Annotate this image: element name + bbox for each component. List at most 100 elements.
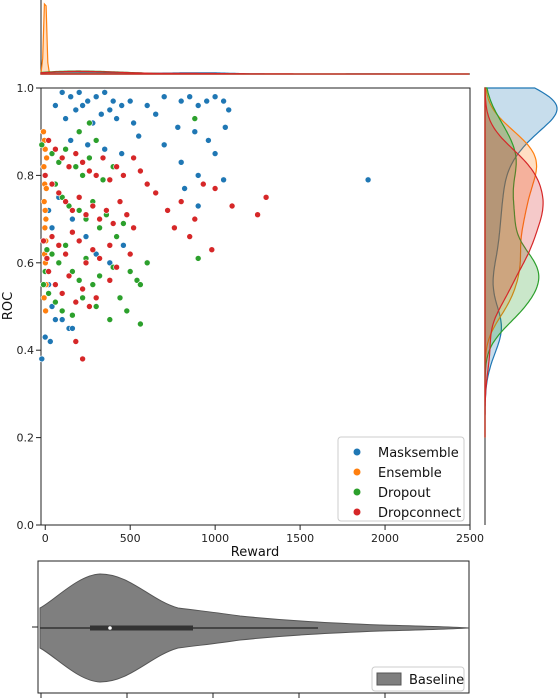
point-masksemble — [160, 93, 168, 100]
y-tick-label: 0.2 — [17, 432, 35, 445]
x-tick-label: 1000 — [201, 532, 229, 545]
point-dropout — [38, 141, 46, 149]
point-dropout — [120, 220, 127, 227]
point-dropconnect — [86, 167, 93, 175]
point-dropout — [137, 281, 144, 288]
point-dropout — [62, 242, 69, 249]
top-density-dropconnect — [40, 70, 470, 75]
point-dropout — [106, 316, 114, 323]
point-dropconnect — [69, 207, 76, 214]
point-dropout — [92, 303, 100, 310]
point-masksemble — [211, 93, 219, 100]
legend-marker-dropout — [353, 488, 361, 496]
point-masksemble — [48, 224, 56, 232]
point-ensemble — [42, 185, 50, 192]
point-masksemble — [225, 106, 232, 114]
point-masksemble — [118, 102, 125, 109]
point-dropconnect — [79, 159, 86, 166]
point-dropconnect — [58, 154, 66, 162]
y-tick-label: 0.8 — [17, 169, 35, 182]
point-masksemble — [92, 250, 100, 258]
point-masksemble — [203, 97, 210, 105]
x-axis-label: Reward — [231, 545, 279, 560]
point-dropconnect — [82, 259, 90, 267]
point-dropconnect — [106, 176, 114, 184]
point-dropout — [86, 154, 93, 162]
point-ensemble — [41, 224, 49, 232]
point-dropconnect — [109, 220, 117, 227]
point-dropconnect — [152, 189, 159, 197]
point-dropout — [75, 276, 83, 284]
point-dropconnect — [72, 298, 80, 306]
point-masksemble — [67, 93, 74, 100]
point-ensemble — [41, 207, 49, 214]
point-dropout — [89, 281, 97, 288]
point-dropout — [55, 259, 63, 267]
y-tick-label: 0.0 — [17, 519, 35, 532]
point-ensemble — [42, 215, 50, 223]
point-dropout — [86, 119, 93, 127]
point-dropout — [75, 128, 83, 135]
point-masksemble — [177, 97, 185, 105]
point-dropconnect — [40, 237, 47, 245]
point-ensemble — [42, 307, 49, 315]
point-dropout — [58, 307, 66, 315]
point-masksemble — [220, 176, 227, 184]
point-dropout — [72, 163, 80, 170]
point-masksemble — [46, 338, 54, 345]
point-masksemble — [205, 137, 212, 144]
point-masksemble — [38, 355, 46, 363]
point-dropconnect — [89, 202, 97, 210]
point-dropout — [99, 176, 107, 184]
point-dropconnect — [52, 281, 59, 288]
y-axis-label: ROC — [1, 292, 16, 320]
point-masksemble — [84, 97, 91, 105]
point-masksemble — [194, 172, 202, 179]
point-masksemble — [135, 132, 142, 140]
point-ensemble — [40, 198, 48, 205]
point-dropconnect — [75, 194, 83, 201]
point-masksemble — [84, 141, 91, 149]
point-masksemble — [82, 233, 90, 240]
point-dropout — [133, 276, 141, 284]
point-masksemble — [113, 115, 120, 122]
y-tick-label: 0.6 — [17, 257, 35, 270]
point-ensemble — [40, 128, 47, 135]
point-dropout — [143, 259, 151, 267]
point-dropconnect — [75, 237, 83, 245]
legend-marker-ensemble — [353, 468, 361, 476]
point-masksemble — [364, 176, 372, 184]
point-dropconnect — [96, 215, 103, 223]
point-masksemble — [194, 202, 202, 210]
top-density-ensemble — [40, 2, 470, 75]
y-tick-label: 1.0 — [17, 82, 35, 95]
point-dropout — [191, 115, 199, 122]
point-dropconnect — [211, 185, 219, 192]
point-dropout — [55, 159, 63, 166]
scatter-legend: Masksemble Ensemble Dropout Dropconnect — [337, 436, 465, 522]
point-masksemble — [109, 97, 117, 105]
point-dropconnect — [72, 338, 80, 345]
top-marginal-plot — [40, 0, 470, 75]
legend-label-dropout: Dropout — [378, 486, 431, 501]
point-masksemble — [177, 159, 185, 166]
point-dropconnect — [82, 211, 90, 218]
point-dropconnect — [92, 294, 100, 302]
point-masksemble — [130, 119, 137, 127]
point-masksemble — [101, 89, 108, 96]
point-ensemble — [40, 294, 48, 302]
point-masksemble — [69, 325, 76, 332]
point-dropout — [62, 145, 69, 153]
point-masksemble — [191, 128, 199, 135]
point-dropconnect — [86, 303, 93, 310]
point-masksemble — [220, 97, 227, 105]
y-tick-label: 0.4 — [17, 344, 35, 357]
point-masksemble — [174, 124, 182, 131]
point-ensemble — [43, 154, 50, 162]
point-dropout — [92, 137, 100, 144]
point-dropout — [126, 268, 134, 275]
point-dropconnect — [116, 198, 124, 205]
point-dropconnect — [130, 224, 137, 232]
point-dropconnect — [262, 194, 270, 201]
